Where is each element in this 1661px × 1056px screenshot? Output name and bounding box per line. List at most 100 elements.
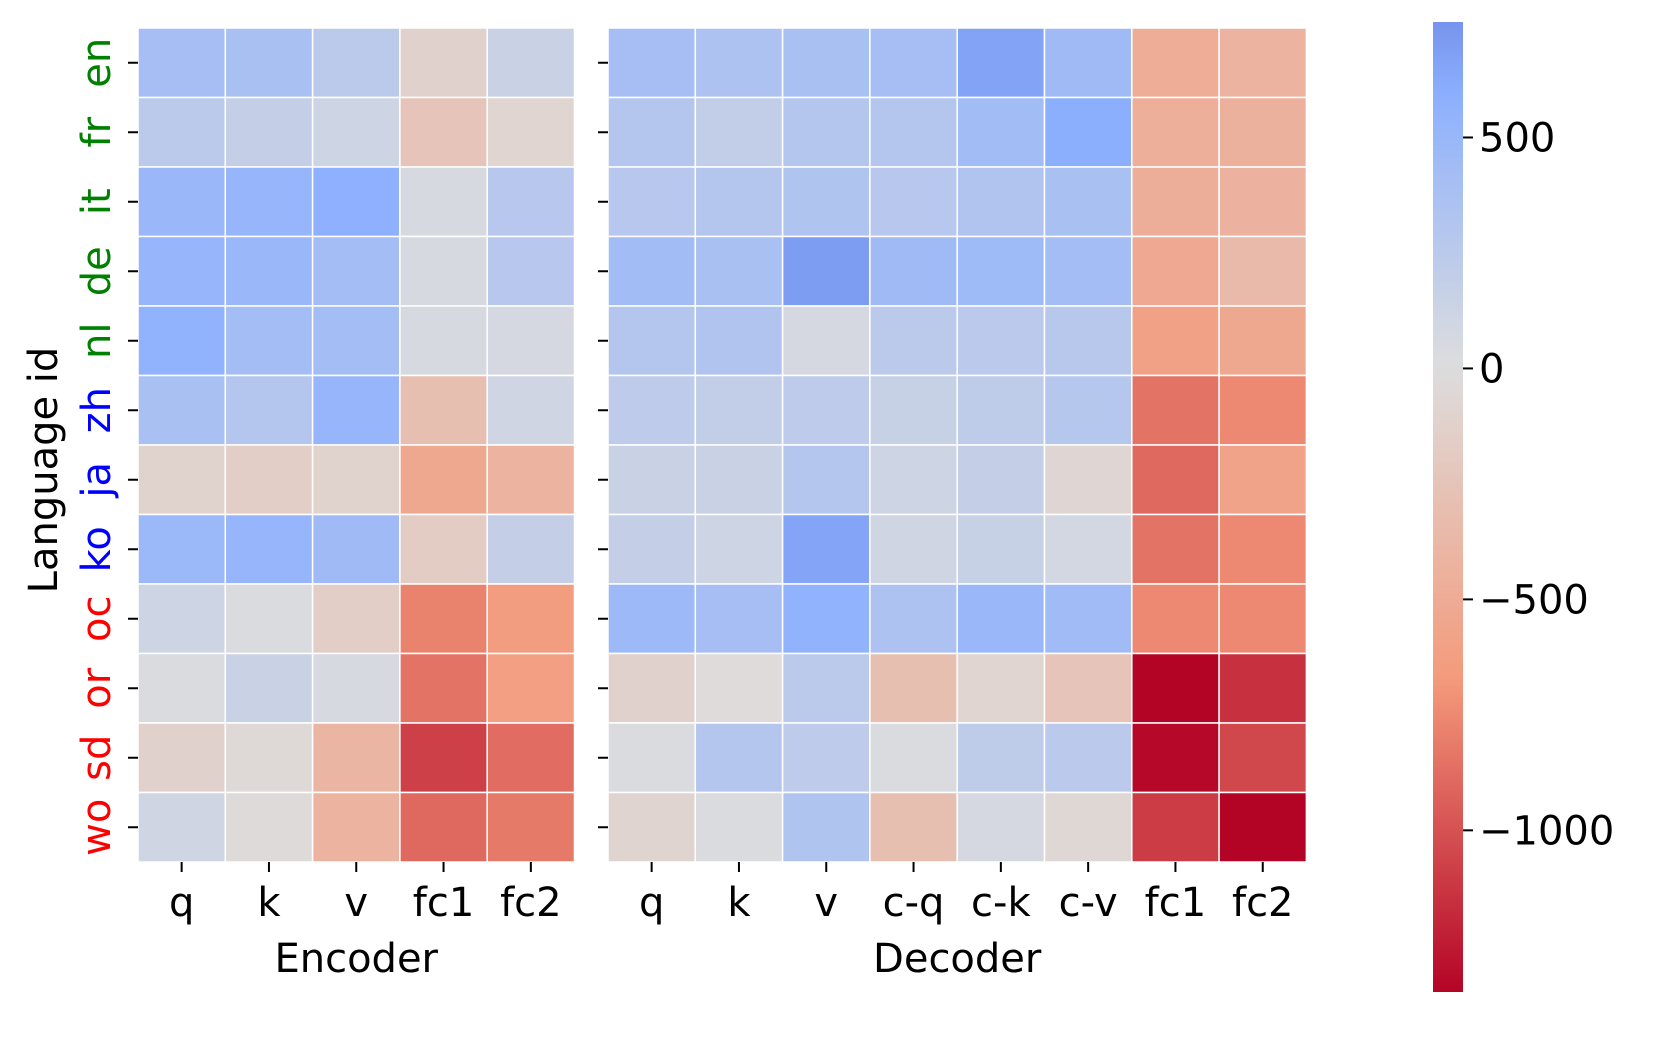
decoder-cell-fr-q <box>607 96 697 168</box>
encoder-cell-sd-fc2 <box>486 722 576 794</box>
decoder-cell-it-c-k <box>956 166 1046 238</box>
encoder-cell-fr-k <box>224 96 314 168</box>
decoder-cell-or-fc1 <box>1131 652 1220 724</box>
decoder-cell-nl-c-v <box>1043 305 1133 377</box>
decoder-cell-fr-fc1 <box>1131 96 1220 168</box>
decoder-cell-sd-v <box>781 722 871 794</box>
language-label-de: de <box>74 246 120 296</box>
decoder-cell-nl-v <box>781 305 871 377</box>
decoder-cell-or-q <box>607 652 697 724</box>
decoder-cell-zh-c-k <box>956 374 1046 446</box>
y-axis-title: Language id <box>21 347 67 594</box>
colorbar-tick-label: 0 <box>1479 346 1504 392</box>
encoder-cell-en-v <box>311 27 401 99</box>
decoder-cell-fr-c-k <box>956 96 1046 168</box>
encoder-cell-ko-q <box>137 513 227 585</box>
decoder-cell-sd-c-q <box>869 722 958 794</box>
encoder-cell-ja-v <box>311 444 401 516</box>
decoder-cell-ja-q <box>607 444 697 516</box>
encoder-cell-ja-k <box>224 444 314 516</box>
language-label-sd: sd <box>74 735 120 781</box>
encoder-cell-sd-fc1 <box>399 722 488 794</box>
encoder-cell-nl-q <box>137 305 227 377</box>
decoder-cell-fr-fc2 <box>1218 96 1308 168</box>
decoder-cell-sd-c-k <box>956 722 1046 794</box>
decoder-cell-de-fc2 <box>1218 235 1308 307</box>
encoder-cell-sd-q <box>137 722 227 794</box>
decoder-cell-ja-c-k <box>956 444 1046 516</box>
decoder-cell-nl-fc1 <box>1131 305 1220 377</box>
decoder-cell-zh-fc1 <box>1131 374 1220 446</box>
encoder-cell-wo-k <box>224 791 314 863</box>
language-label-ja: ja <box>74 462 120 499</box>
decoder-cell-wo-v <box>781 791 871 863</box>
decoder-cell-ko-c-q <box>869 513 958 585</box>
encoder-cell-nl-fc2 <box>486 305 576 377</box>
encoder-cell-ko-fc1 <box>399 513 488 585</box>
encoder-cell-or-fc2 <box>486 652 576 724</box>
encoder-cell-ko-fc2 <box>486 513 576 585</box>
encoder-x-tick-label: k <box>257 880 281 926</box>
decoder-cell-oc-k <box>694 583 784 655</box>
encoder-x-tick-label: fc2 <box>500 880 562 926</box>
encoder-cell-ja-fc1 <box>399 444 488 516</box>
decoder-cell-or-c-k <box>956 652 1046 724</box>
decoder-cell-or-v <box>781 652 871 724</box>
decoder-x-axis-title: Decoder <box>873 936 1042 982</box>
encoder-cell-en-q <box>137 27 227 99</box>
decoder-cell-fr-c-q <box>869 96 958 168</box>
colorbar-tick-label: −500 <box>1479 577 1589 623</box>
decoder-cell-wo-c-q <box>869 791 958 863</box>
decoder-cell-nl-fc2 <box>1218 305 1308 377</box>
encoder-cell-zh-k <box>224 374 314 446</box>
decoder-cell-sd-fc1 <box>1131 722 1220 794</box>
decoder-cell-or-k <box>694 652 784 724</box>
decoder-x-tick-label: q <box>639 880 664 926</box>
decoder-cell-ja-c-v <box>1043 444 1133 516</box>
encoder-cell-ja-fc2 <box>486 444 576 516</box>
encoder-cell-wo-fc1 <box>399 791 488 863</box>
decoder-cell-wo-c-v <box>1043 791 1133 863</box>
decoder-cell-ja-v <box>781 444 871 516</box>
encoder-cell-oc-k <box>224 583 314 655</box>
encoder-cell-fr-v <box>311 96 401 168</box>
decoder-cell-zh-q <box>607 374 697 446</box>
encoder-cell-zh-fc2 <box>486 374 576 446</box>
decoder-cell-en-fc2 <box>1218 27 1308 99</box>
decoder-cell-nl-c-k <box>956 305 1046 377</box>
decoder-cell-en-c-v <box>1043 27 1133 99</box>
decoder-cell-it-fc1 <box>1131 166 1220 238</box>
decoder-cell-it-v <box>781 166 871 238</box>
encoder-cell-it-k <box>224 166 314 238</box>
decoder-cell-or-c-q <box>869 652 958 724</box>
decoder-cell-ko-c-k <box>956 513 1046 585</box>
decoder-cell-nl-c-q <box>869 305 958 377</box>
decoder-cell-oc-c-v <box>1043 583 1133 655</box>
encoder-cell-en-fc1 <box>399 27 488 99</box>
decoder-cell-zh-fc2 <box>1218 374 1308 446</box>
decoder-heatmap: q k v c-q c-k c-v fc1 fc2 Decoder <box>598 27 1308 982</box>
decoder-cell-fr-v <box>781 96 871 168</box>
encoder-cell-nl-k <box>224 305 314 377</box>
decoder-cell-ko-v <box>781 513 871 585</box>
encoder-x-tick-label: fc1 <box>413 880 475 926</box>
encoder-cell-fr-fc2 <box>486 96 576 168</box>
encoder-cell-zh-q <box>137 374 227 446</box>
encoder-cell-zh-v <box>311 374 401 446</box>
encoder-cell-de-k <box>224 235 314 307</box>
colorbar: 500 0 −500 −1000 <box>1433 22 1614 992</box>
decoder-cell-it-c-v <box>1043 166 1133 238</box>
decoder-cell-oc-v <box>781 583 871 655</box>
decoder-cell-ja-fc2 <box>1218 444 1308 516</box>
decoder-cell-de-q <box>607 235 697 307</box>
decoder-cell-zh-v <box>781 374 871 446</box>
encoder-cell-it-fc1 <box>399 166 488 238</box>
decoder-x-tick-label: k <box>727 880 751 926</box>
encoder-cell-de-fc1 <box>399 235 488 307</box>
encoder-cell-oc-v <box>311 583 401 655</box>
colorbar-gradient <box>1433 22 1463 992</box>
encoder-cell-en-k <box>224 27 314 99</box>
decoder-cell-ko-k <box>694 513 784 585</box>
encoder-cell-de-fc2 <box>486 235 576 307</box>
